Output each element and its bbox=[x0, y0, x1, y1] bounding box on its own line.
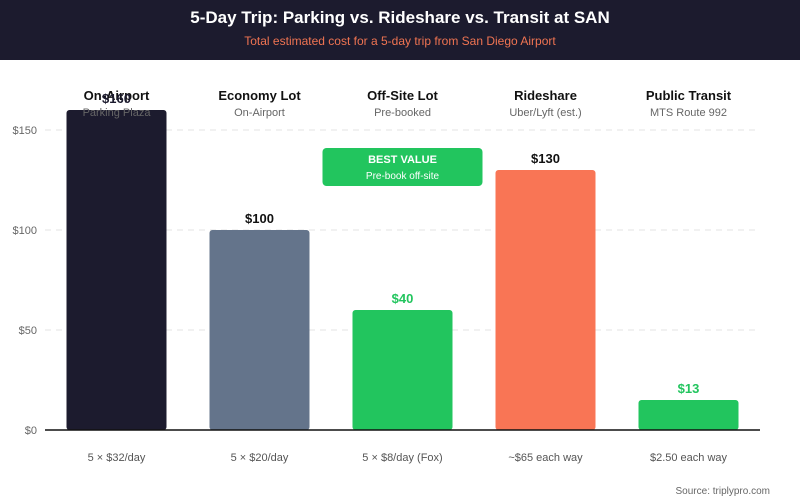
data-label: $130 bbox=[531, 151, 560, 166]
bar bbox=[495, 170, 596, 430]
bar bbox=[66, 110, 167, 430]
y-tick-label: $0 bbox=[25, 425, 37, 437]
source-note: Source: triplypro.com bbox=[675, 486, 770, 497]
callout-subtitle: Pre-book off-site bbox=[366, 171, 440, 182]
category-label: Public Transit bbox=[646, 88, 732, 103]
category-sublabel: MTS Route 992 bbox=[650, 107, 727, 119]
data-label: $100 bbox=[245, 211, 274, 226]
category-label: Off-Site Lot bbox=[367, 88, 438, 103]
x-note-label: ~$65 each way bbox=[508, 452, 583, 464]
data-label: $40 bbox=[392, 291, 414, 306]
header-banner: 5-Day Trip: Parking vs. Rideshare vs. Tr… bbox=[0, 0, 800, 60]
category-sublabel: Parking Plaza bbox=[83, 107, 152, 119]
data-label: $13 bbox=[678, 381, 700, 396]
category-label: On-Airport bbox=[84, 88, 150, 103]
bar bbox=[209, 230, 310, 430]
category-label: Rideshare bbox=[514, 88, 577, 103]
bar bbox=[638, 400, 739, 430]
callout-title: BEST VALUE bbox=[368, 154, 437, 166]
y-tick-label: $100 bbox=[13, 225, 37, 237]
x-note-label: 5 × $32/day bbox=[88, 452, 146, 464]
chart-subtitle: Total estimated cost for a 5-day trip fr… bbox=[244, 34, 556, 48]
x-note-label: 5 × $20/day bbox=[231, 452, 289, 464]
x-note-label: 5 × $8/day (Fox) bbox=[362, 452, 442, 464]
best-value-callout bbox=[322, 148, 483, 186]
chart-title: 5-Day Trip: Parking vs. Rideshare vs. Tr… bbox=[190, 8, 610, 27]
x-note-label: $2.50 each way bbox=[650, 452, 728, 464]
category-label: Economy Lot bbox=[218, 88, 301, 103]
bar bbox=[352, 310, 453, 430]
category-sublabel: Uber/Lyft (est.) bbox=[509, 107, 581, 119]
y-tick-label: $150 bbox=[13, 125, 37, 137]
category-sublabel: On-Airport bbox=[234, 107, 285, 119]
data-label: $160 bbox=[102, 91, 131, 106]
y-tick-label: $50 bbox=[19, 325, 37, 337]
category-sublabel: Pre-booked bbox=[374, 107, 431, 119]
